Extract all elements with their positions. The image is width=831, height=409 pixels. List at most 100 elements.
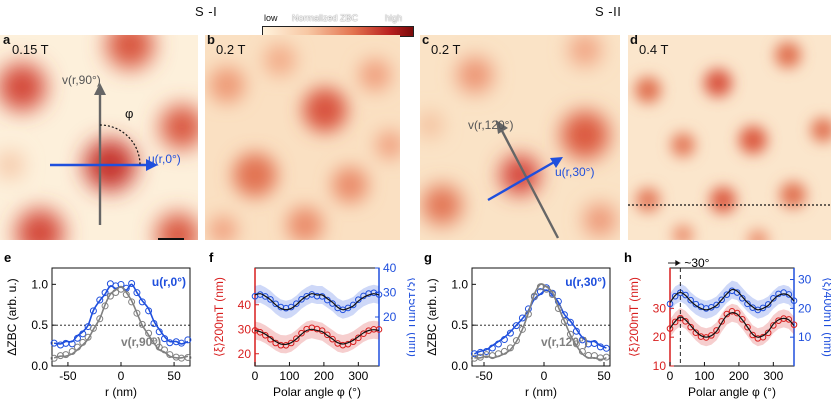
data-point <box>128 298 136 306</box>
v-label-c: v(r,120°) <box>468 118 514 132</box>
y-left-axis-label: ⟨ξ⟩200mT (nm) <box>627 277 641 357</box>
data-point <box>488 352 496 360</box>
data-point <box>723 291 731 298</box>
x-tick-label: 100 <box>694 369 714 383</box>
colorbar-title: Normalized ZBC <box>292 13 359 23</box>
y-left-tick-label: 40 <box>238 298 252 312</box>
data-point <box>749 331 756 339</box>
data-point <box>138 298 146 306</box>
data-point <box>298 329 305 337</box>
data-point <box>324 331 331 339</box>
data-point <box>262 293 269 300</box>
x-axis-label: Polar angle φ (°) <box>688 385 776 399</box>
marker-arrowhead <box>675 260 681 266</box>
data-point <box>298 296 305 303</box>
data-point <box>602 353 610 361</box>
plot-e-svg: -50 0 50 0.0 0.5 1.0 e r (nm) ΔZBC (arb. u.) u(r,… <box>4 250 192 399</box>
map-b-image <box>205 35 400 240</box>
u-label-a: u(r,0°) <box>148 152 181 166</box>
u-series-label: u(r,30°) <box>565 275 606 289</box>
data-point <box>293 300 300 307</box>
error-band <box>255 320 379 354</box>
data-point <box>770 322 777 329</box>
data-point <box>482 348 490 356</box>
data-point <box>89 324 97 332</box>
fit-line <box>474 289 607 355</box>
plot-frame <box>471 267 611 367</box>
panel-letter: e <box>4 250 11 265</box>
u-label-c: u(r,30°) <box>555 165 595 179</box>
data-point <box>744 323 751 331</box>
data-point <box>512 337 520 345</box>
field-label-b: 0.2 T <box>216 42 246 57</box>
data-point <box>518 314 526 322</box>
plot-frame <box>254 267 380 367</box>
y-right-tick-label: 20 <box>798 301 812 315</box>
data-point <box>739 294 746 302</box>
data-point <box>759 304 767 312</box>
v-label-a: v(r,90°) <box>62 73 101 87</box>
data-point <box>785 316 793 323</box>
panel-letter-d: d <box>630 35 638 47</box>
data-point <box>506 344 514 352</box>
map-c-image <box>420 35 620 240</box>
data-point <box>96 315 104 323</box>
data-point <box>101 289 109 297</box>
x-tick-label: 0 <box>541 369 548 383</box>
plot-panel-h: 0 100 200 300 10 20 30 10 20 30 h Polar angle φ (°)… <box>620 250 831 404</box>
data-point <box>671 292 679 300</box>
plot-g-svg: -50 0 50 0.0 0.5 1.0 g r (nm) ΔZBC (arb. u.) u(r,… <box>424 250 611 399</box>
fit-line <box>53 285 189 359</box>
data-point <box>89 307 97 315</box>
group-label-s1: S -I <box>195 4 218 19</box>
x-tick-label: 50 <box>597 369 611 383</box>
data-point <box>518 325 526 333</box>
data-point <box>344 304 352 312</box>
panel-letter: f <box>209 250 214 265</box>
x-tick-label: 0 <box>667 369 674 383</box>
marker-label: ~30° <box>684 256 709 270</box>
data-point <box>349 301 357 309</box>
data-point <box>287 339 295 347</box>
data-point <box>166 339 174 347</box>
field-label-c: 0.2 T <box>431 42 461 57</box>
x-tick-label: -50 <box>475 369 493 383</box>
map-panel-a: a 0.15 T v(r,90°) φ u(r,0°) <box>0 35 198 240</box>
v-series-label: v(r,90°) <box>121 335 161 349</box>
x-axis-label: r (nm) <box>525 385 557 399</box>
data-point <box>96 296 104 304</box>
x-tick-label: 0 <box>118 369 125 383</box>
fit-line <box>474 283 607 361</box>
data-point <box>360 330 367 337</box>
y-tick-label: 0.5 <box>451 318 468 332</box>
data-point <box>355 296 362 303</box>
data-point <box>682 318 689 325</box>
data-point <box>666 300 674 308</box>
y-axis-label: ΔZBC (arb. u.) <box>5 278 19 355</box>
y-right-tick-label: 20 <box>383 310 397 324</box>
fit-line <box>254 293 380 311</box>
panel-letter-b: b <box>207 35 215 47</box>
data-point <box>733 289 741 296</box>
data-point <box>764 329 772 337</box>
map-panel-b: b 0.2 T <box>205 35 400 240</box>
plot-panel-g: -50 0 50 0.0 0.5 1.0 g r (nm) ΔZBC (arb. u.) u(r,… <box>420 250 620 404</box>
data-point <box>687 296 694 304</box>
data-point <box>687 323 694 331</box>
y-tick-label: 0.0 <box>31 359 48 373</box>
y-tick-label: 1.0 <box>31 277 48 291</box>
y-left-tick-label: 20 <box>653 330 667 344</box>
data-point <box>708 332 715 339</box>
data-point <box>713 301 720 309</box>
x-axis-label: Polar angle φ (°) <box>273 385 361 399</box>
data-point <box>770 295 777 302</box>
data-point <box>262 331 269 339</box>
data-point <box>566 330 574 338</box>
x-tick-label: -50 <box>59 369 77 383</box>
map-a-image <box>0 35 198 240</box>
x-tick-label: 200 <box>314 369 334 383</box>
v-arrow <box>498 126 560 239</box>
data-point <box>138 320 146 328</box>
y-left-tick-label: 20 <box>238 347 252 361</box>
field-label-d: 0.4 T <box>639 42 669 57</box>
